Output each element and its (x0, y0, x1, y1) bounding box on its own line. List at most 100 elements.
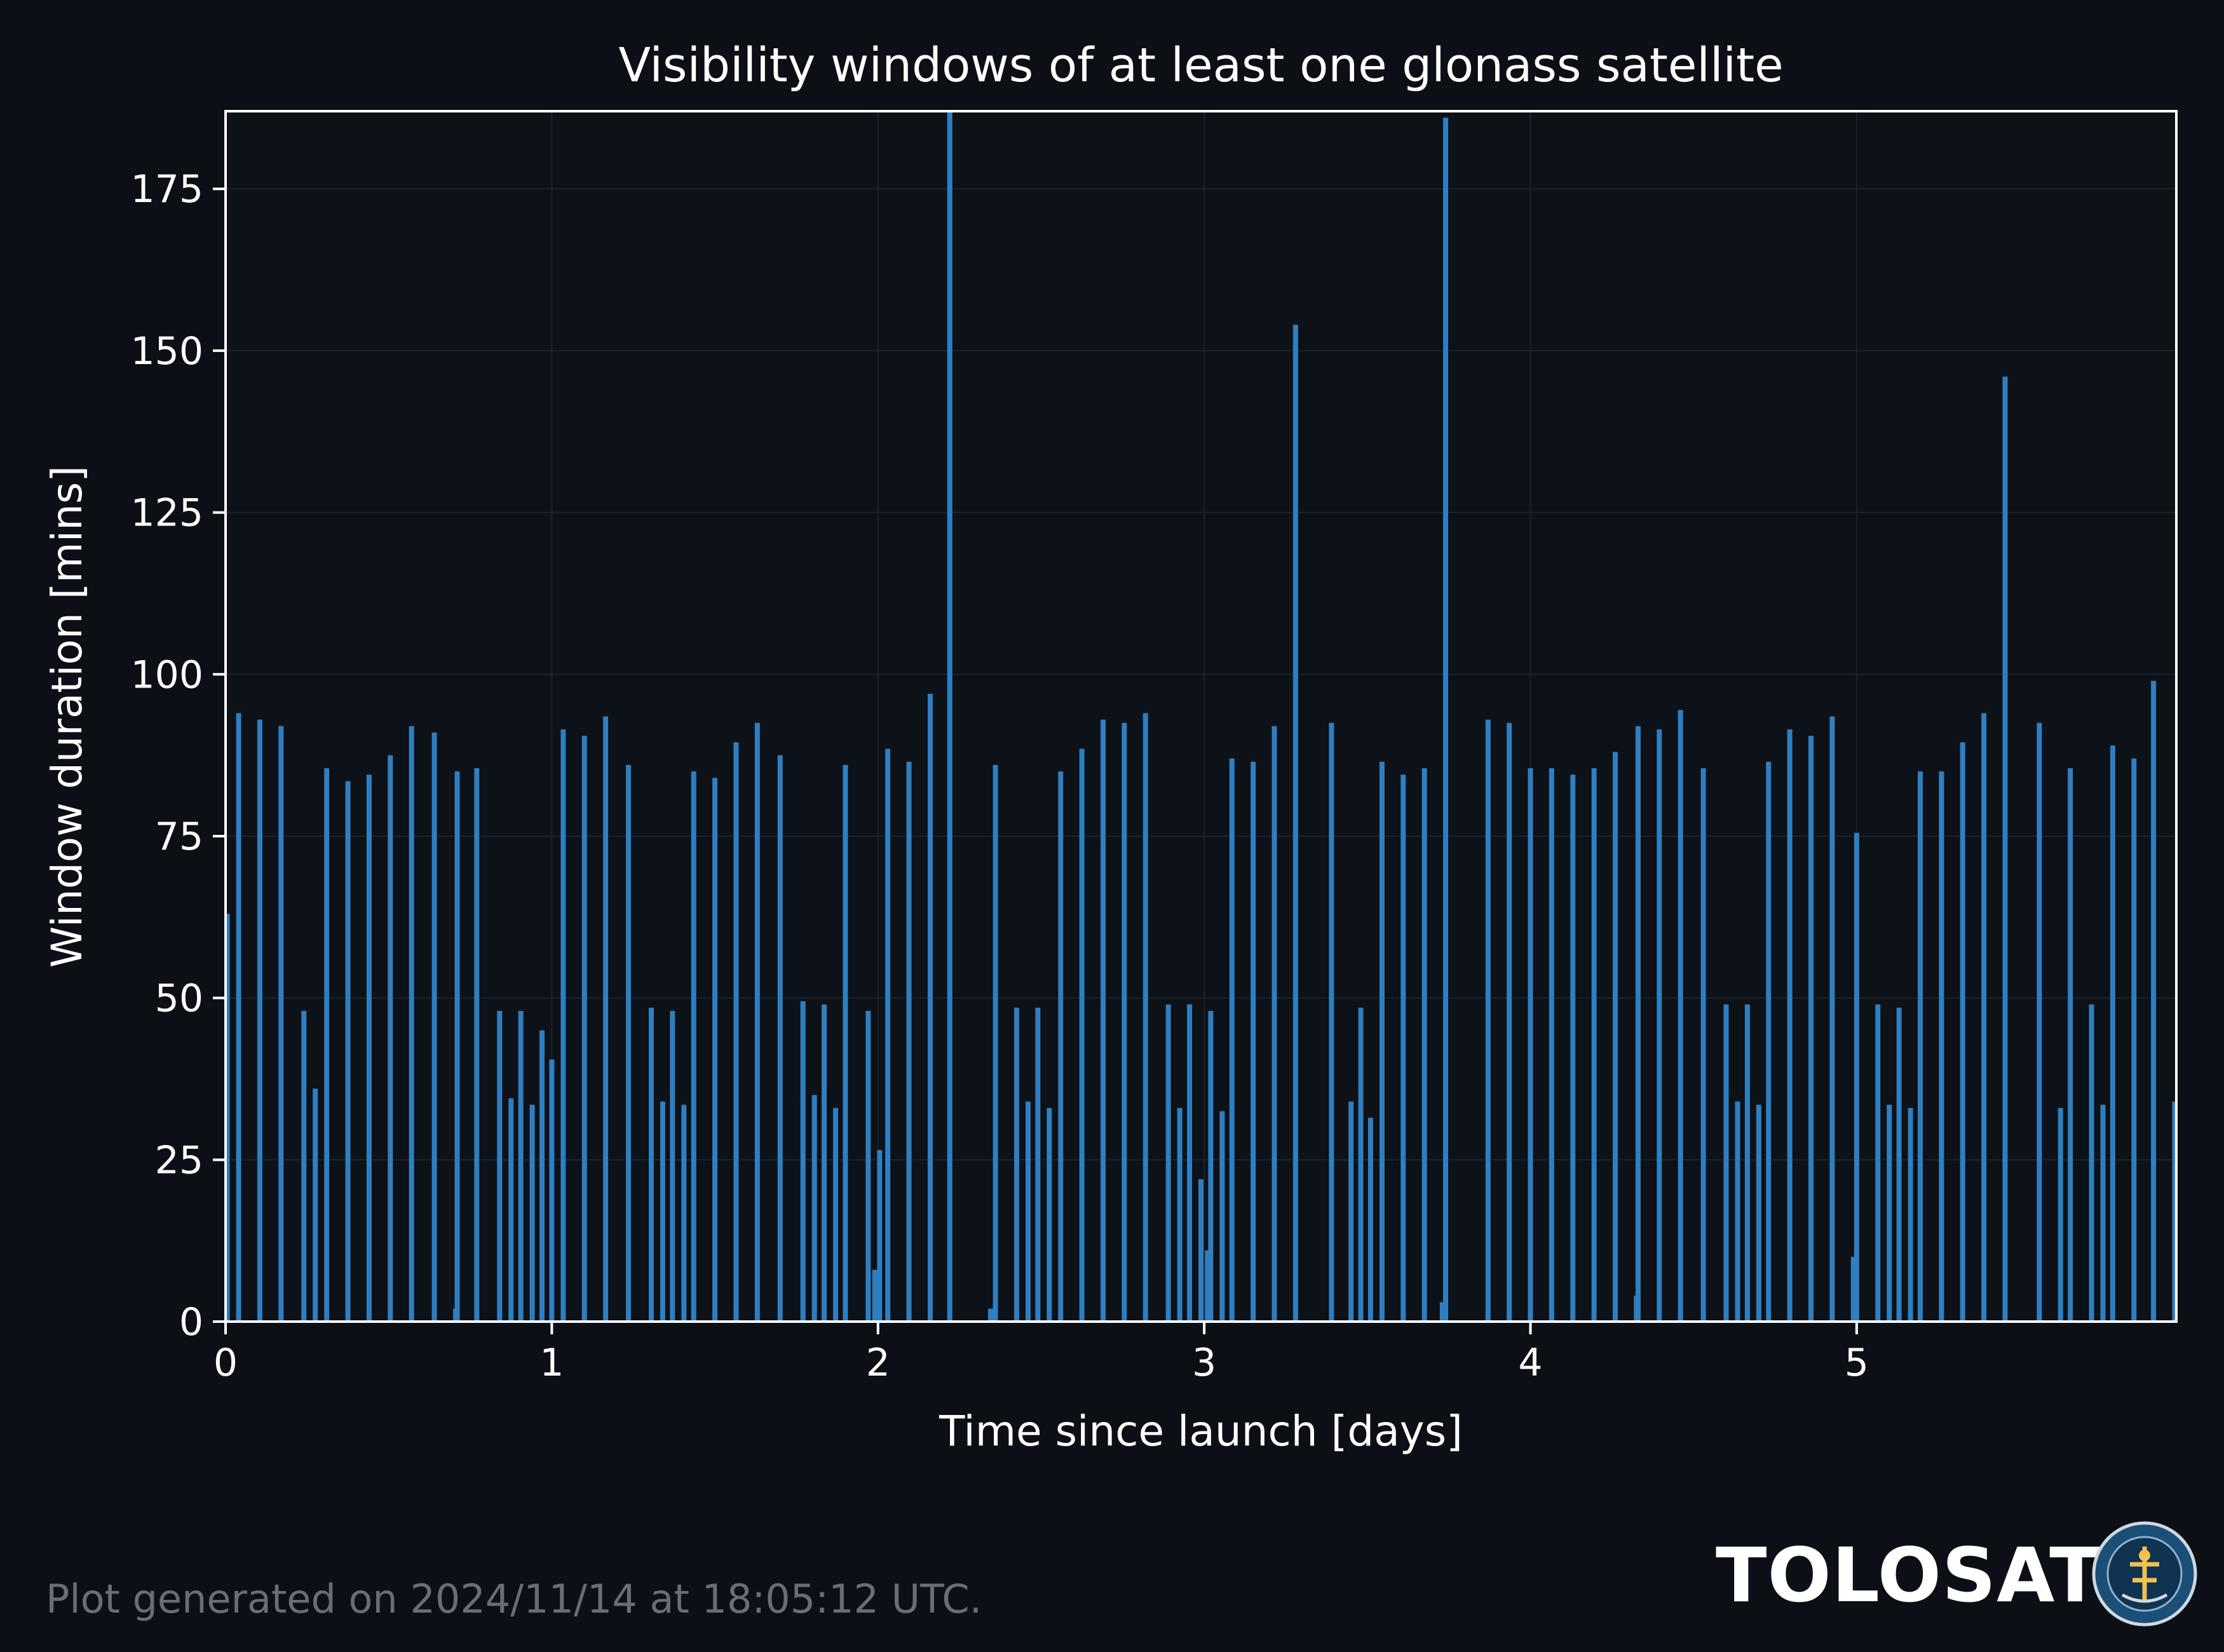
bar (431, 732, 437, 1322)
bar (1850, 1257, 1856, 1322)
bar (549, 1059, 555, 1322)
bar (660, 1101, 665, 1322)
x-tick-label: 1 (539, 1341, 564, 1385)
bar (833, 1107, 839, 1322)
bar (1766, 761, 1772, 1322)
bar (811, 1095, 817, 1322)
bar (1917, 771, 1923, 1322)
bar (1219, 1111, 1225, 1322)
bar (1528, 768, 1533, 1322)
bar (1960, 742, 1965, 1322)
plot-area (226, 111, 2176, 1322)
bar (301, 1011, 307, 1322)
bar (1700, 768, 1706, 1322)
bar (1271, 726, 1277, 1322)
bar (2002, 376, 2008, 1322)
y-tick-label: 175 (130, 167, 203, 212)
bar (777, 755, 783, 1322)
y-tick-label: 0 (179, 1300, 203, 1344)
x-tick-label: 4 (1518, 1341, 1542, 1385)
bar (1735, 1101, 1740, 1322)
bar (366, 775, 372, 1322)
bar (1079, 748, 1085, 1322)
bar (1358, 1007, 1364, 1322)
bar (1939, 771, 1944, 1322)
bar (1348, 1101, 1354, 1322)
bar (2110, 745, 2115, 1322)
bar (1896, 1007, 1902, 1322)
bar (681, 1104, 687, 1322)
bar (987, 1308, 993, 1322)
bar (754, 722, 760, 1322)
bar (2131, 758, 2137, 1322)
bar (670, 1011, 675, 1322)
bar (474, 768, 480, 1322)
bar (1035, 1007, 1041, 1322)
bar (1549, 768, 1554, 1322)
bar (1379, 761, 1385, 1322)
bar (1443, 118, 1449, 1322)
bar (1908, 1107, 1913, 1322)
y-tick-label: 50 (155, 977, 203, 1021)
bar (324, 768, 330, 1322)
bar (409, 726, 414, 1322)
bar (518, 1011, 524, 1322)
bar (1635, 726, 1641, 1322)
chart-title: Visibility windows of at least one glona… (618, 38, 1783, 93)
bar (1047, 1107, 1052, 1322)
bar (2068, 768, 2073, 1322)
bar (691, 771, 696, 1322)
bar (1208, 1011, 1214, 1322)
bar (224, 914, 230, 1322)
bar (877, 1150, 883, 1322)
x-tick-label: 2 (866, 1341, 890, 1385)
bar (800, 1001, 806, 1322)
x-tick-label: 3 (1192, 1341, 1216, 1385)
bar (1485, 719, 1491, 1322)
x-tick-label: 0 (214, 1341, 238, 1385)
bar (1570, 775, 1576, 1322)
y-tick-label: 100 (130, 653, 203, 697)
bar (626, 764, 632, 1322)
bar (278, 726, 284, 1322)
bar (1198, 1179, 1204, 1322)
bar (2151, 680, 2157, 1322)
bar (1058, 771, 1064, 1322)
bar (1887, 1104, 1892, 1322)
bar (712, 778, 718, 1322)
bar (648, 1007, 654, 1322)
bar (1981, 713, 1987, 1322)
bar (581, 736, 587, 1322)
bar (927, 693, 933, 1322)
y-tick-label: 75 (155, 815, 203, 859)
bar (865, 1011, 871, 1322)
bar (508, 1098, 514, 1322)
bar (1251, 761, 1256, 1322)
bar (1723, 1004, 1729, 1322)
bar (1591, 768, 1597, 1322)
bar (822, 1004, 827, 1322)
bar (872, 1269, 878, 1322)
bar (1744, 1004, 1750, 1322)
y-tick-label: 125 (130, 491, 203, 536)
bar (1439, 1302, 1445, 1322)
bar (2089, 1004, 2094, 1322)
tolosat-badge-icon (2092, 1521, 2197, 1627)
bar (1177, 1107, 1183, 1322)
bar (947, 111, 953, 1322)
generation-timestamp: Plot generated on 2024/11/14 at 18:05:12… (46, 1576, 982, 1622)
bar (1329, 722, 1334, 1322)
bar (993, 764, 998, 1322)
brand-name: TOLOSAT (1716, 1531, 2101, 1619)
bar (1612, 752, 1618, 1322)
plot-frame (224, 110, 2178, 1323)
bar (843, 764, 848, 1322)
bar (1829, 716, 1835, 1322)
bar (560, 729, 566, 1322)
bar (1875, 1004, 1881, 1322)
bar (1122, 722, 1127, 1322)
y-axis-ticks: 0 25 50 75 100 125 150 175 (130, 167, 226, 1344)
bar (345, 781, 351, 1322)
bar (1205, 1250, 1210, 1322)
